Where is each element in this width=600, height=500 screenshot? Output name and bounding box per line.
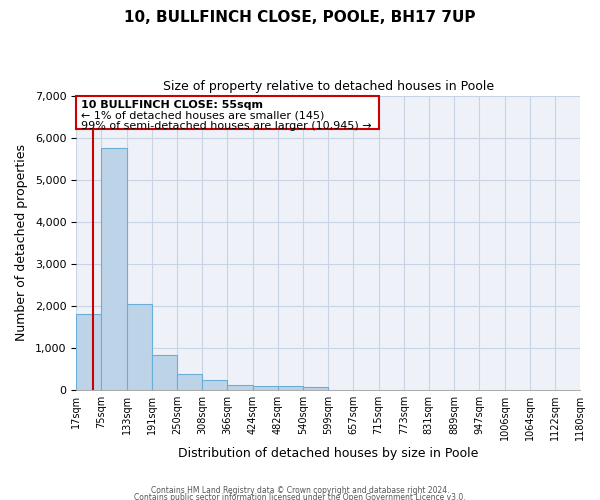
Bar [202, 380, 227, 390]
Bar [177, 374, 202, 390]
Bar [152, 355, 177, 390]
Text: ← 1% of detached houses are smaller (145): ← 1% of detached houses are smaller (145… [82, 110, 325, 120]
Bar [227, 386, 253, 390]
Text: 10 BULLFINCH CLOSE: 55sqm: 10 BULLFINCH CLOSE: 55sqm [82, 100, 263, 110]
Title: Size of property relative to detached houses in Poole: Size of property relative to detached ho… [163, 80, 494, 93]
Text: Contains public sector information licensed under the Open Government Licence v3: Contains public sector information licen… [134, 494, 466, 500]
Bar [127, 304, 152, 390]
X-axis label: Distribution of detached houses by size in Poole: Distribution of detached houses by size … [178, 447, 478, 460]
Bar [101, 148, 127, 390]
Text: Contains HM Land Registry data © Crown copyright and database right 2024.: Contains HM Land Registry data © Crown c… [151, 486, 449, 495]
Bar [303, 387, 328, 390]
Bar [278, 386, 303, 390]
Y-axis label: Number of detached properties: Number of detached properties [15, 144, 28, 341]
Text: 99% of semi-detached houses are larger (10,945) →: 99% of semi-detached houses are larger (… [82, 120, 372, 130]
FancyBboxPatch shape [76, 96, 379, 129]
Bar [253, 386, 278, 390]
Bar [76, 314, 101, 390]
Text: 10, BULLFINCH CLOSE, POOLE, BH17 7UP: 10, BULLFINCH CLOSE, POOLE, BH17 7UP [124, 10, 476, 25]
